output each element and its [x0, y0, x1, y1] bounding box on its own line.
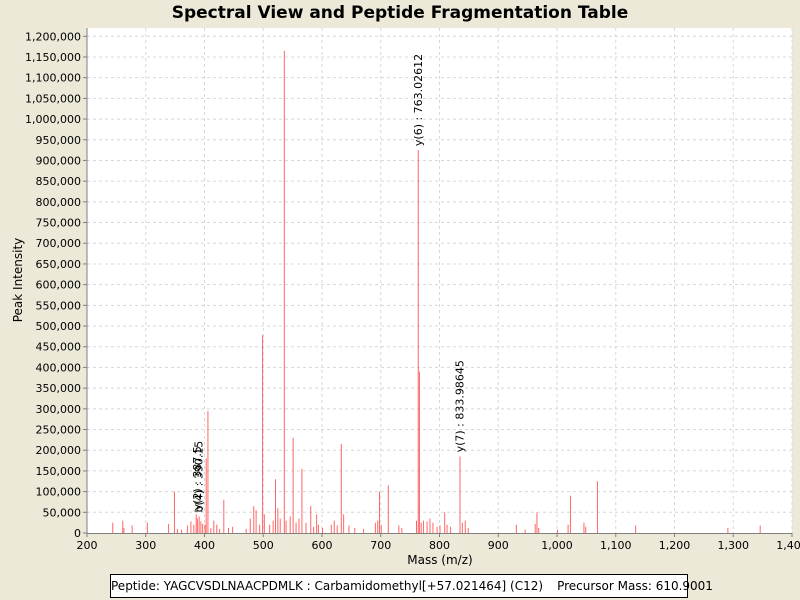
y-tick-label: 750,000 — [36, 217, 82, 230]
legend: Peptide: YAGCVSDLNAACPDMLK : Carbamidome… — [110, 574, 688, 598]
x-tick-label: 1,000 — [541, 539, 573, 552]
y-tick-label: 550,000 — [36, 299, 82, 312]
y-tick-label: 500,000 — [36, 320, 82, 333]
y-tick-label: 650,000 — [36, 258, 82, 271]
y-tick-label: 1,100,000 — [25, 72, 81, 85]
x-axis-label: Mass (m/z) — [407, 553, 472, 567]
y-tick-label: 50,000 — [43, 506, 82, 519]
y-tick-label: 1,050,000 — [25, 92, 81, 105]
x-tick-label: 600 — [312, 539, 333, 552]
y-tick-label: 250,000 — [36, 424, 82, 437]
y-tick-label: 100,000 — [36, 486, 82, 499]
y-tick-label: 400,000 — [36, 361, 82, 374]
y-tick-label: 600,000 — [36, 279, 82, 292]
y-tick-label: 350,000 — [36, 382, 82, 395]
y-tick-label: 1,000,000 — [25, 113, 81, 126]
x-tick-label: 500 — [253, 539, 274, 552]
y-tick-label: 900,000 — [36, 154, 82, 167]
x-tick-label: 1,100 — [600, 539, 632, 552]
y-tick-label: 150,000 — [36, 465, 82, 478]
x-tick-label: 400 — [194, 539, 215, 552]
legend-precursor-mass: Precursor Mass: 610.9001 — [557, 579, 713, 593]
legend-peptide: Peptide: YAGCVSDLNAACPDMLK : Carbamidome… — [111, 579, 543, 593]
fragment-annotation: b(4) : 390.15 — [193, 441, 206, 513]
x-tick-label: 700 — [370, 539, 391, 552]
x-tick-label: 300 — [135, 539, 156, 552]
x-tick-label: 800 — [429, 539, 450, 552]
x-tick-label: 900 — [488, 539, 509, 552]
x-tick-label: 1,200 — [659, 539, 691, 552]
fragment-annotation: y(7) : 833.98645 — [453, 360, 466, 452]
y-tick-label: 450,000 — [36, 341, 82, 354]
y-tick-label: 1,200,000 — [25, 30, 81, 43]
y-tick-label: 800,000 — [36, 196, 82, 209]
y-tick-label: 700,000 — [36, 237, 82, 250]
y-tick-label: 850,000 — [36, 175, 82, 188]
x-tick-label: 1,300 — [718, 539, 750, 552]
y-tick-label: 1,150,000 — [25, 51, 81, 64]
x-tick-label: 200 — [77, 539, 98, 552]
y-tick-label: 200,000 — [36, 444, 82, 457]
y-axis-label: Peak Intensity — [11, 238, 25, 323]
y-tick-label: 950,000 — [36, 134, 82, 147]
fragment-annotation: y(6) : 763.02612 — [412, 54, 425, 146]
x-tick-label: 1,400 — [776, 539, 800, 552]
y-tick-label: 300,000 — [36, 403, 82, 416]
